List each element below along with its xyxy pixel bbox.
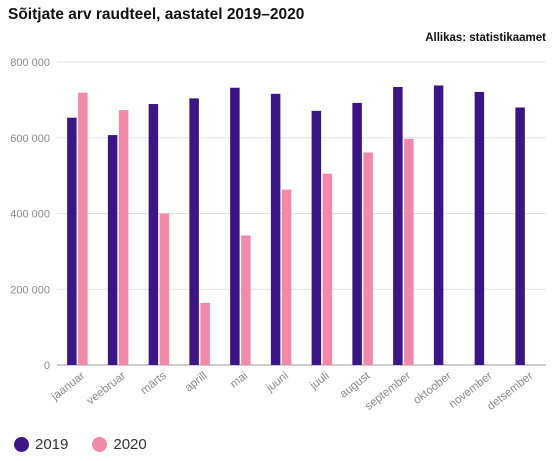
legend: 2019 2020 [14, 436, 171, 453]
bars [67, 85, 525, 366]
y-tick-label: 400 000 [10, 209, 50, 221]
x-tick-label-detsember: detsember [485, 370, 535, 413]
bar-2019-aprill [189, 98, 199, 366]
chart-title: Sõitjate arv raudteel, aastatel 2019–202… [8, 6, 305, 23]
bar-2019-september [393, 86, 403, 365]
legend-swatch-2020 [92, 437, 108, 452]
bar-2020-jaanuar [78, 92, 88, 366]
bar-2019-november [474, 91, 485, 365]
x-tick-label-veebruar: veebruar [85, 370, 128, 408]
legend-item-2019: 2019 [14, 436, 68, 453]
bar-2019-oktoober [433, 85, 444, 366]
y-tick-label: 0 [44, 360, 50, 372]
y-tick-label: 800 000 [10, 57, 50, 69]
legend-label-2020: 2020 [113, 436, 147, 453]
x-tick-label-mai: mai [228, 370, 250, 391]
bar-2019-märts [148, 104, 159, 365]
y-tick-label: 600 000 [10, 133, 50, 145]
legend-swatch-2019 [14, 437, 29, 452]
bar-2019-juuni [270, 93, 281, 365]
gridlines [57, 61, 546, 366]
x-tick-label-september: september [363, 370, 413, 413]
bar-2020-juuli [322, 173, 333, 365]
bar-2020-august [363, 152, 373, 365]
x-tick-label-aprill: aprill [183, 370, 210, 394]
bar-2020-veebruar [118, 110, 129, 365]
bar-2019-juuli [311, 110, 322, 365]
bar-chart: 0 200 000 400 000 600 000 800 000 jaanuarvee… [10, 57, 546, 413]
x-tick-label-juuli: juuli [307, 370, 331, 393]
y-tick-label: 200 000 [10, 284, 50, 296]
bar-2020-mai [241, 235, 251, 365]
bar-2020-juuni [281, 189, 292, 365]
legend-item-2020: 2020 [92, 436, 147, 453]
x-tick-label-juuni: juuni [264, 370, 291, 395]
bar-2020-september [404, 138, 414, 365]
bar-2020-märts [159, 213, 170, 365]
bar-2019-detsember [515, 107, 525, 365]
x-tick-label-jaanuar: jaanuar [49, 370, 88, 404]
bar-2019-veebruar [107, 135, 118, 365]
legend-label-2019: 2019 [35, 436, 69, 453]
y-axis-tick-labels: 0 200 000 400 000 600 000 800 000 [10, 57, 50, 372]
x-tick-label-august: august [338, 369, 373, 400]
bar-2019-jaanuar [67, 117, 77, 366]
bar-2019-august [352, 102, 362, 365]
x-tick-label-märts: märts [139, 370, 169, 397]
bar-2019-mai [230, 87, 240, 365]
bar-2020-aprill [200, 302, 210, 365]
source-note: Allikas: statistikaamet [425, 32, 546, 44]
